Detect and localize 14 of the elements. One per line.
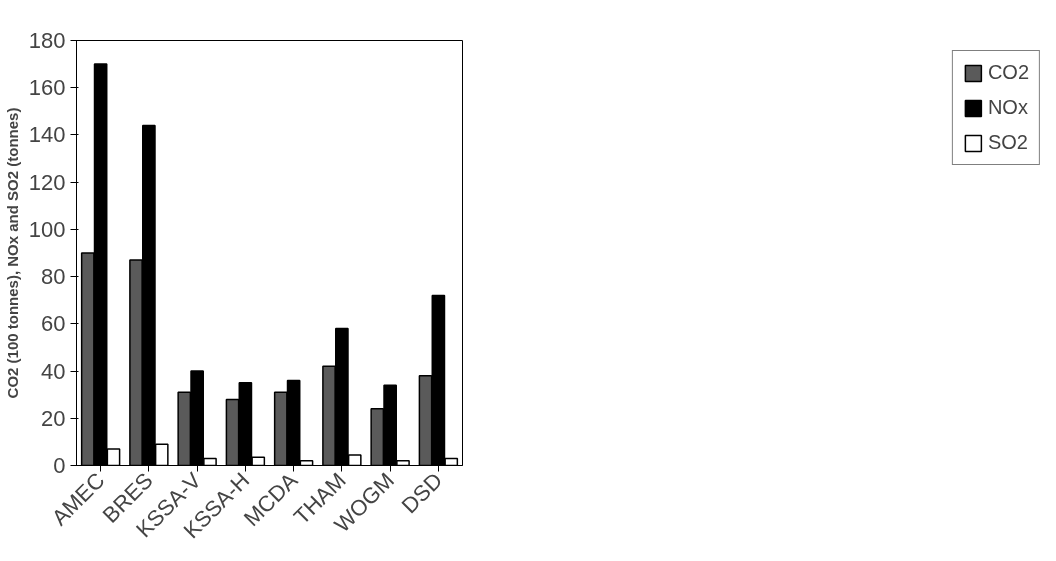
legend-label: CO2 bbox=[987, 61, 1029, 84]
y-tick-label: 140 bbox=[28, 122, 66, 148]
y-axis-title: CO2 (100 tonnes), NOx and SO2 (tonnes) bbox=[3, 107, 21, 399]
y-tick-label: 20 bbox=[41, 405, 66, 431]
y-tick-label: 0 bbox=[53, 453, 66, 478]
legend-label: NOx bbox=[987, 96, 1028, 119]
y-tick-label: 180 bbox=[28, 28, 66, 53]
y-tick-label: 160 bbox=[28, 75, 66, 101]
y-tick-label: 60 bbox=[41, 311, 66, 337]
y-tick-label: 100 bbox=[28, 216, 66, 242]
y-tick-label: 40 bbox=[41, 358, 66, 384]
y-tick-label: 120 bbox=[28, 169, 66, 195]
y-tick-label: 80 bbox=[41, 264, 66, 290]
legend-label: SO2 bbox=[987, 131, 1028, 154]
